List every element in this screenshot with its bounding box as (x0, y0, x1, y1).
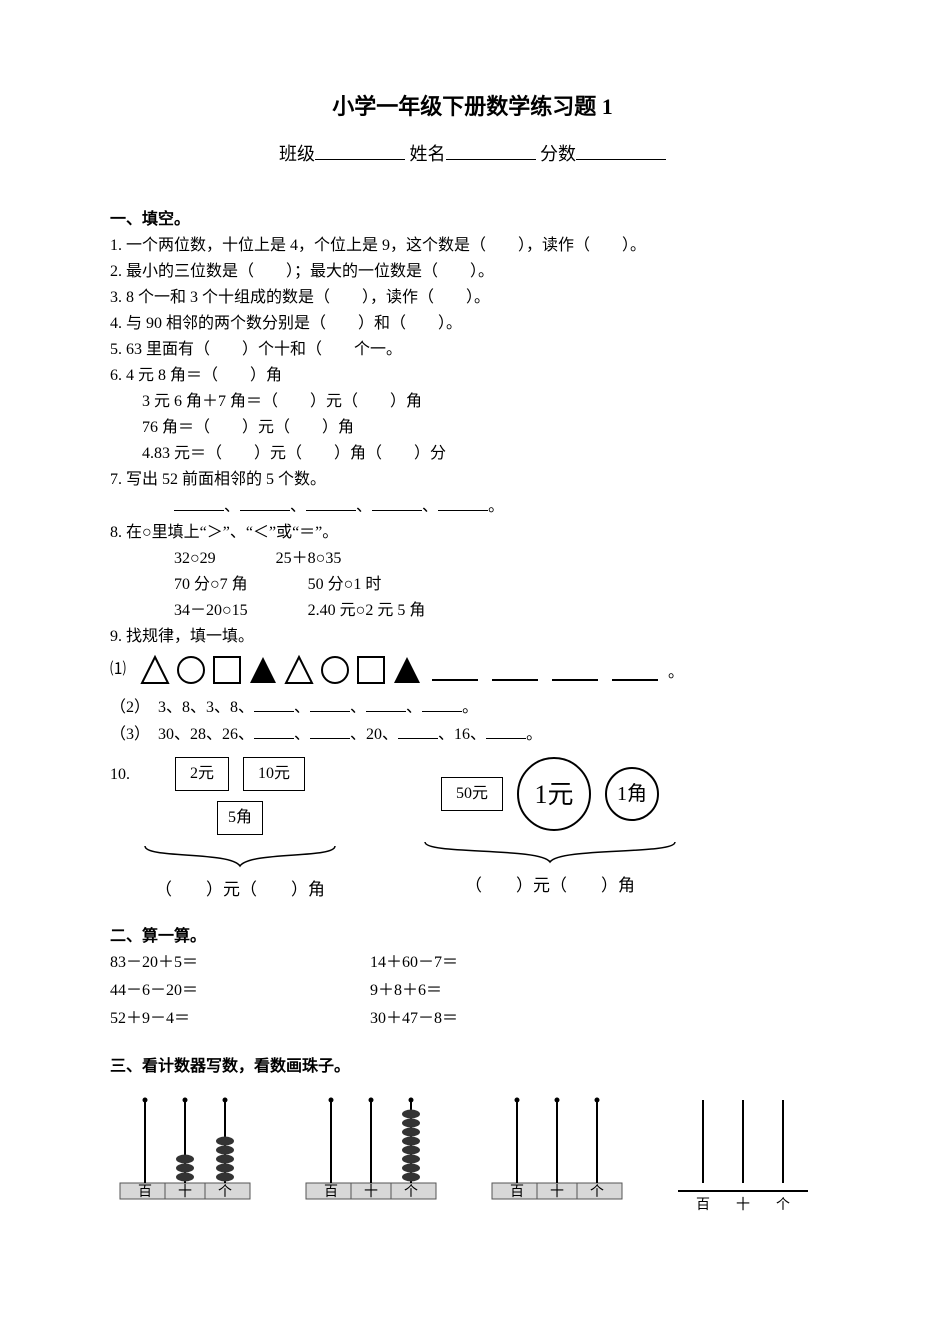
abacus-row: 百十个 百十个 百十个 百十个 (110, 1095, 835, 1213)
money-box: 50元 (441, 777, 503, 811)
section-1-head: 一、填空。 (110, 208, 835, 232)
svg-text:百: 百 (510, 1184, 524, 1200)
coin-icon: 1角 (605, 767, 659, 821)
q9p3c-text: 、16、 (438, 726, 486, 743)
q9-pattern-1: ⑴ 。 (110, 655, 835, 685)
q3: 3. 8 个一和 3 个十组成的数是（ ），读作（ ）。 (110, 286, 835, 310)
arith-cell: 14＋60－7＝ (370, 951, 630, 975)
q9-pattern-3: （3） 30、28、26、、、20、、16、。 (110, 722, 835, 747)
q5: 5. 63 里面有（ ）个十和（ 个一。 (110, 338, 835, 362)
q8r2c2: 50 分○1 时 (308, 573, 382, 597)
q6c: 76 角＝（ ）元（ ）角 (110, 416, 835, 440)
brace-icon (420, 837, 680, 867)
svg-text:十: 十 (550, 1184, 564, 1200)
svg-text:十: 十 (736, 1197, 750, 1213)
svg-text:个: 个 (776, 1197, 790, 1213)
worksheet-page: 小学一年级下册数学练习题 1 班级 姓名 分数 一、填空。 1. 一个两位数，十… (0, 0, 945, 1253)
q8: 8. 在○里填上“＞”、“＜”或“＝”。 (110, 521, 835, 545)
q10-right-group: 50元 1元 1角 （ ）元（ ）角 (420, 757, 680, 903)
name-blank (446, 141, 536, 160)
q8r3c1: 34－20○15 (174, 599, 248, 623)
q8-row3: 34－20○15 2.40 元○2 元 5 角 (110, 599, 835, 623)
svg-text:个: 个 (590, 1184, 604, 1200)
square-outline-icon (356, 655, 386, 685)
q9p3a-text: （3） 30、28、26、 (110, 726, 254, 743)
circle-outline-icon (320, 655, 350, 685)
q6d: 4.83 元＝（ ）元（ ）角（ ）分 (110, 442, 835, 466)
arith-cell: 44－6－20＝ (110, 979, 370, 1003)
svg-text:十: 十 (364, 1184, 378, 1200)
pattern-blank (432, 677, 478, 681)
q9: 9. 找规律，填一填。 (110, 625, 835, 649)
money-box: 5角 (217, 801, 263, 835)
q9p1-prefix: ⑴ (110, 658, 126, 682)
q6b: 3 元 6 角＋7 角＝（ ）元（ ）角 (110, 390, 835, 414)
triangle-outline-icon (140, 655, 170, 685)
q10-right-top: 50元 1元 1角 (441, 757, 659, 831)
brace-icon (140, 841, 340, 871)
name-label: 姓名 (410, 144, 446, 164)
q9-pattern-2: （2） 3、8、3、8、、、、。 (110, 695, 835, 720)
q10-left-second: 5角 (217, 801, 263, 835)
q4: 4. 与 90 相邻的两个数分别是（ ）和（ ）。 (110, 312, 835, 336)
money-box: 2元 (175, 757, 229, 791)
svg-text:个: 个 (218, 1184, 232, 1200)
header-fields: 班级 姓名 分数 (110, 141, 835, 168)
svg-text:十: 十 (178, 1184, 192, 1200)
coin-label: 1元 (534, 775, 573, 814)
svg-text:百: 百 (138, 1184, 152, 1200)
q9p3b-text: 、20、 (350, 726, 398, 743)
q10-left-answer: （ ）元（ ）角 (155, 877, 325, 903)
class-label: 班级 (279, 144, 315, 164)
pattern-blank (492, 677, 538, 681)
arith-cell: 52＋9－4＝ (110, 1007, 370, 1031)
class-blank (315, 141, 405, 160)
arith-cell: 30＋47－8＝ (370, 1007, 630, 1031)
svg-text:百: 百 (324, 1184, 338, 1200)
svg-text:个: 个 (404, 1184, 418, 1200)
money-box: 10元 (243, 757, 305, 791)
score-label: 分数 (540, 144, 576, 164)
abacus: 百十个 (668, 1095, 818, 1213)
q10-left-group: 2元 10元 5角 （ ）元（ ）角 (140, 757, 340, 903)
abacus: 百十个 (110, 1095, 260, 1213)
triangle-fill-icon (392, 655, 422, 685)
q9p2-text: （2） 3、8、3、8、 (110, 699, 254, 716)
coin-label: 1角 (617, 779, 647, 809)
svg-text:百: 百 (696, 1197, 710, 1213)
q8r2c1: 70 分○7 角 (174, 573, 248, 597)
arith-grid: 83－20＋5＝ 14＋60－7＝ 44－6－20＝ 9＋8＋6＝ 52＋9－4… (110, 949, 630, 1033)
abacus: 百十个 (482, 1095, 632, 1213)
pattern-blank (552, 677, 598, 681)
section-3-head: 三、看计数器写数，看数画珠子。 (110, 1055, 835, 1079)
pattern-blank (612, 677, 658, 681)
q7-blanks: 、、、、。 (110, 494, 835, 519)
q8r1c2: 25＋8○35 (276, 547, 342, 571)
q10-right-answer: （ ）元（ ）角 (465, 873, 635, 899)
q8-row1: 32○29 25＋8○35 (110, 547, 835, 571)
score-blank (576, 141, 666, 160)
square-outline-icon (212, 655, 242, 685)
arith-cell: 83－20＋5＝ (110, 951, 370, 975)
period: 。 (668, 661, 684, 685)
q10-left-top: 2元 10元 (175, 757, 305, 791)
circle-outline-icon (176, 655, 206, 685)
q10: 10. 2元 10元 5角 （ ）元（ ）角 50元 1元 1角 (110, 757, 835, 903)
q8r3c2: 2.40 元○2 元 5 角 (308, 599, 426, 623)
q8r1c1: 32○29 (174, 547, 216, 571)
q8-row2: 70 分○7 角 50 分○1 时 (110, 573, 835, 597)
q2: 2. 最小的三位数是（ ）；最大的一位数是（ ）。 (110, 260, 835, 284)
q6a: 6. 4 元 8 角＝（ ）角 (110, 364, 835, 388)
q1: 1. 一个两位数，十位上是 4，个位上是 9，这个数是（ ），读作（ ）。 (110, 234, 835, 258)
coin-icon: 1元 (517, 757, 591, 831)
q10-prefix: 10. (110, 763, 130, 787)
section-2-head: 二、算一算。 (110, 925, 835, 949)
triangle-outline-icon (284, 655, 314, 685)
arith-cell: 9＋8＋6＝ (370, 979, 630, 1003)
abacus: 百十个 (296, 1095, 446, 1213)
q7: 7. 写出 52 前面相邻的 5 个数。 (110, 468, 835, 492)
triangle-fill-icon (248, 655, 278, 685)
page-title: 小学一年级下册数学练习题 1 (110, 90, 835, 123)
